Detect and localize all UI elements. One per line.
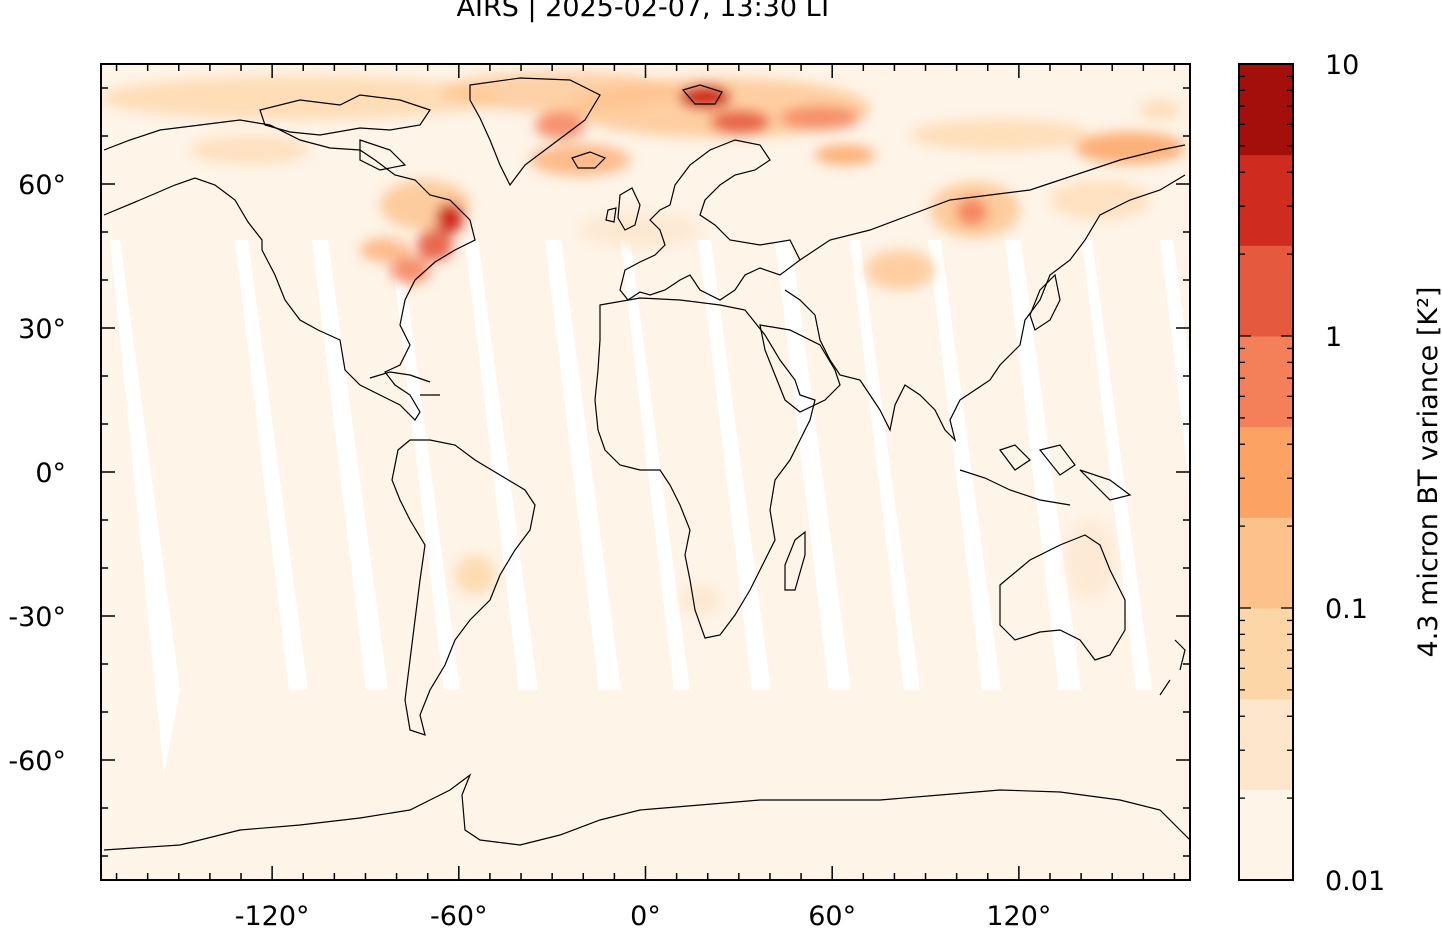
- colorbar-tick-label: 1: [1325, 322, 1342, 353]
- map-frame: [100, 63, 1191, 881]
- variance-blob: [680, 585, 720, 615]
- coastline-greenland: [469, 77, 601, 187]
- lon-tick-label: -120°: [235, 901, 310, 930]
- longitude-labels: -120° -60° 0° 60° 120°: [235, 901, 1052, 930]
- variance-blob: [1140, 100, 1180, 120]
- swath-gap: [620, 240, 690, 690]
- lat-tick-label: 0°: [35, 458, 66, 489]
- coastline-africa: [594, 297, 816, 639]
- swath-gap: [928, 240, 1001, 690]
- coastline-arctic-islands: [259, 94, 431, 171]
- coastline-japan: [1029, 273, 1061, 331]
- swath-gap: [110, 240, 180, 775]
- coastline-north-america: [103, 119, 476, 421]
- map-area: [101, 64, 1190, 880]
- colorbar-segment: [1239, 154, 1293, 246]
- variance-blob: [815, 145, 875, 165]
- lon-tick-label: 120°: [986, 901, 1051, 930]
- variance-blob: [1075, 132, 1185, 164]
- variance-blob: [1065, 520, 1115, 600]
- variance-blob: [580, 212, 700, 248]
- variance-blob: [956, 198, 988, 226]
- lon-tick-label: 60°: [808, 901, 856, 930]
- swath-gap: [235, 240, 308, 690]
- lat-tick-label: 60°: [18, 170, 66, 201]
- swath-gap: [775, 240, 851, 690]
- variance-blob: [101, 76, 500, 120]
- colorbar-segment: [1239, 426, 1293, 518]
- swath-gap: [545, 240, 621, 690]
- colorbar-segment: [1239, 245, 1293, 337]
- swath-gap: [1160, 240, 1190, 490]
- coastline-arabia: [759, 324, 841, 413]
- coastline-antarctica: [103, 773, 1190, 851]
- coastline-australia: [999, 534, 1126, 661]
- swath-gap: [312, 240, 388, 690]
- coastline-madagascar: [784, 530, 806, 591]
- colorbar-tick-label: 0.01: [1325, 866, 1385, 897]
- swath-gap: [850, 240, 920, 690]
- coastline-indonesia: [959, 444, 1132, 506]
- coastline-britain: [605, 187, 641, 231]
- axis-ticks: [101, 64, 1190, 880]
- colorbar-frame: [1238, 63, 1294, 881]
- coastline-asia: [784, 144, 1186, 442]
- swath-gap: [465, 240, 538, 690]
- colorbar-segment: [1239, 336, 1293, 428]
- variance-blob: [865, 250, 935, 290]
- colorbar-segment: [1239, 698, 1293, 790]
- colorbar: 10 1 0.1 0.01 4.3 micron BT variance [K²]: [1238, 50, 1442, 897]
- coastline-iceland: [571, 151, 607, 169]
- colorbar-label: 4.3 micron BT variance [K²]: [1413, 287, 1442, 658]
- colorbar-segment: [1239, 64, 1293, 156]
- swath-gaps: [110, 240, 1190, 775]
- variance-blob: [1050, 180, 1150, 220]
- variance-blob: [390, 256, 430, 284]
- coastlines: [103, 77, 1190, 851]
- coastline-svalbard: [681, 84, 723, 105]
- lat-tick-label: 30°: [18, 314, 66, 345]
- variance-blob: [780, 106, 860, 130]
- lon-tick-label: -60°: [430, 901, 488, 930]
- variance-blob: [910, 119, 1090, 151]
- colorbar-segment: [1239, 608, 1293, 700]
- colorbar-segments: [1239, 64, 1293, 881]
- variance-blob: [360, 238, 410, 262]
- colorbar-tick-labels: 10 1 0.1 0.01: [1325, 50, 1385, 897]
- swath-gap: [1082, 240, 1152, 690]
- lon-tick-label: 0°: [630, 901, 661, 930]
- variance-blob: [710, 110, 770, 134]
- variance-blob: [436, 203, 464, 233]
- swath-gap: [390, 240, 460, 690]
- variance-blob: [535, 111, 585, 139]
- colorbar-tick-label: 10: [1325, 50, 1359, 81]
- colorbar-tick-label: 0.1: [1325, 594, 1368, 625]
- variance-field: [101, 72, 1185, 615]
- swath-gap: [698, 240, 771, 690]
- coastline-europe: [619, 139, 801, 301]
- colorbar-segment: [1239, 517, 1293, 609]
- swath-gap: [1005, 240, 1081, 690]
- coastline-south-america: [391, 439, 536, 736]
- coastline-caribbean: [369, 371, 440, 396]
- lat-tick-label: -60°: [8, 746, 66, 777]
- variance-blob: [530, 144, 630, 176]
- coastline-new-zealand: [1159, 639, 1186, 696]
- variance-blob: [190, 135, 310, 165]
- variance-blob: [417, 229, 453, 261]
- map-title: AIRS | 2025-02-07, 13:30 LT: [456, 0, 834, 23]
- latitude-labels: 60° 30° 0° -30° -60°: [8, 170, 66, 777]
- colorbar-segment: [1239, 789, 1293, 881]
- lat-tick-label: -30°: [8, 602, 66, 633]
- variance-blob: [455, 555, 495, 595]
